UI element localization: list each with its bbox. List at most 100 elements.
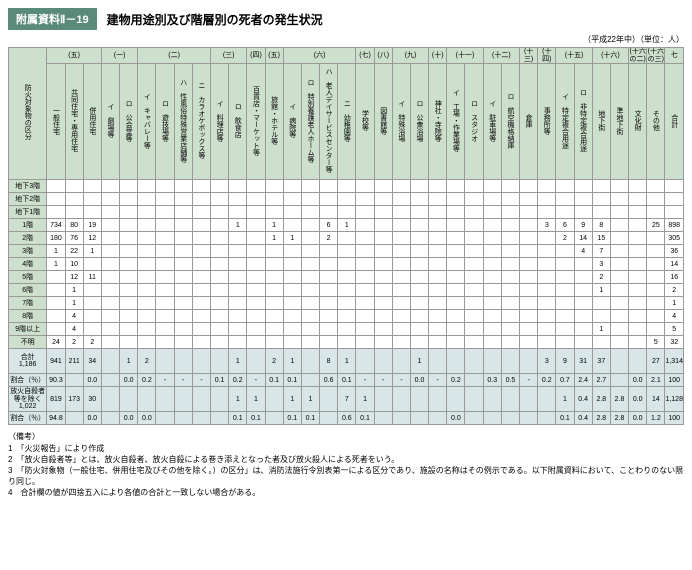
summary-cell: 1,128 [665,387,684,412]
column-header: 一般住宅 [47,64,65,180]
data-cell [410,245,428,258]
summary-cell [65,374,83,387]
summary-cell: 34 [83,349,101,374]
summary-cell: 0.1 [229,412,247,425]
column-header: ロ 非特定複合用途 [574,64,592,180]
data-cell: 1 [665,297,684,310]
row-label: 4階 [9,258,47,271]
data-cell [174,232,192,245]
row-label: 地下3階 [9,180,47,193]
summary-cell [101,374,119,387]
data-cell [410,219,428,232]
data-cell [520,180,538,193]
data-cell [629,258,647,271]
data-cell [338,206,356,219]
summary-cell: 0.0 [629,374,647,387]
data-cell [647,284,665,297]
summary-cell: 0.1 [301,412,319,425]
data-cell [229,193,247,206]
data-cell [447,206,465,219]
summary-cell [211,387,229,412]
data-cell [47,297,65,310]
data-cell [429,323,447,336]
summary-cell [211,412,229,425]
row-label: 不明 [9,336,47,349]
data-cell [538,297,556,310]
data-cell [356,336,374,349]
data-cell [229,271,247,284]
summary-cell: 0.0 [120,374,138,387]
data-cell [229,232,247,245]
data-cell [301,297,319,310]
data-cell [156,310,174,323]
summary-cell: 1.2 [647,412,665,425]
data-cell [483,193,501,206]
column-header: 文化財 [629,64,647,180]
summary-cell: 100 [665,412,684,425]
data-cell [174,271,192,284]
data-cell [610,271,628,284]
data-cell [483,245,501,258]
data-cell [465,310,483,323]
column-header: 合計 [665,64,684,180]
summary-cell [174,387,192,412]
data-cell [101,245,119,258]
data-cell: 1 [592,323,610,336]
notes-label: （備考） [8,431,48,442]
summary-cell [483,349,501,374]
data-cell [265,206,283,219]
summary-cell [192,412,210,425]
data-cell [301,193,319,206]
data-cell [538,271,556,284]
data-cell [320,193,338,206]
data-cell [610,336,628,349]
data-cell [610,310,628,323]
data-cell [647,258,665,271]
data-cell [629,180,647,193]
data-cell [501,284,519,297]
row-label: 1階 [9,219,47,232]
data-cell [374,219,392,232]
data-cell [574,193,592,206]
data-cell [647,232,665,245]
data-cell [647,297,665,310]
data-cell [356,323,374,336]
data-cell [229,323,247,336]
summary-cell: 0.4 [574,412,592,425]
data-cell [465,232,483,245]
data-cell [374,297,392,310]
data-cell [229,180,247,193]
data-cell: 2 [592,271,610,284]
row-label: 9階以上 [9,323,47,336]
data-cell [447,284,465,297]
group-label: (四) [247,48,265,64]
summary-cell [211,349,229,374]
summary-cell: - [392,374,410,387]
data-cell [320,258,338,271]
summary-cell: 8 [320,349,338,374]
data-cell [211,193,229,206]
data-cell [101,323,119,336]
data-cell [592,193,610,206]
data-cell [392,336,410,349]
data-cell [47,323,65,336]
data-cell: 14 [574,232,592,245]
data-cell [392,271,410,284]
data-cell [574,258,592,271]
summary-cell: 14 [647,387,665,412]
data-cell: 1 [283,232,301,245]
data-cell [301,284,319,297]
data-cell [665,193,684,206]
data-cell [538,310,556,323]
data-cell [156,271,174,284]
data-cell [283,258,301,271]
summary-cell: 2.7 [592,374,610,387]
data-cell [410,297,428,310]
group-label: (五) [47,48,102,64]
data-cell [265,180,283,193]
summary-cell [265,387,283,412]
data-cell [556,271,574,284]
data-cell [47,206,65,219]
summary-cell: 0.0 [120,412,138,425]
data-cell: 24 [47,336,65,349]
